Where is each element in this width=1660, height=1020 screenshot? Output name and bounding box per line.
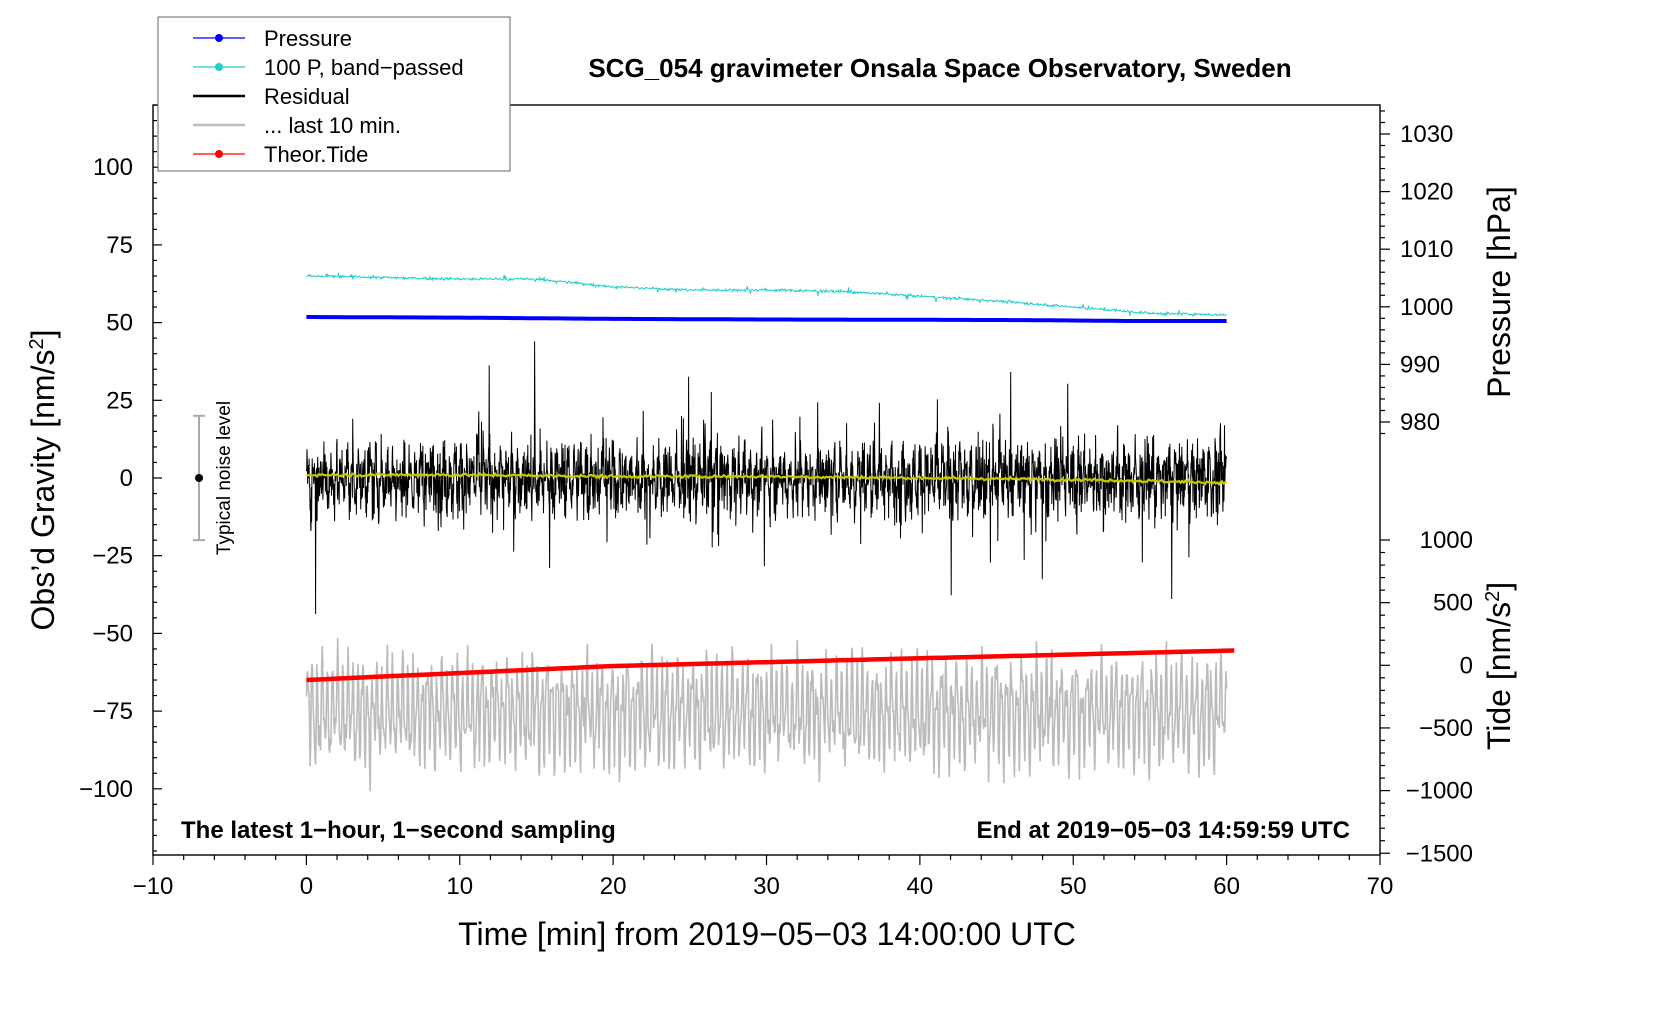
y-tick-label: 25 xyxy=(106,387,133,414)
tide-tick-label: −1500 xyxy=(1406,840,1473,867)
series-pressure xyxy=(306,315,1227,323)
series-band-passed xyxy=(306,271,1227,318)
x-tick-label: 30 xyxy=(753,873,780,900)
tide-tick-label: −500 xyxy=(1419,715,1473,742)
y-label-main: Obs’d Gravity [nm/s xyxy=(25,350,61,631)
legend-items: Pressure 100 P, band−passed Residual ... la… xyxy=(193,26,464,167)
tide-tick-label: −1000 xyxy=(1406,778,1473,805)
legend-marker xyxy=(215,63,223,71)
x-tick-label: 0 xyxy=(300,873,313,900)
y-tick-label: −75 xyxy=(92,698,133,725)
series-residual xyxy=(305,341,1228,615)
pressure-tick-label: 980 xyxy=(1400,409,1440,436)
y-label-end: ] xyxy=(25,330,61,339)
annotation-sampling: The latest 1−hour, 1−second sampling xyxy=(181,817,616,844)
tide-tick-label: 0 xyxy=(1460,652,1473,679)
legend-label: ... last 10 min. xyxy=(264,113,401,138)
x-tick-label: 70 xyxy=(1367,873,1394,900)
pressure-tick-label: 1030 xyxy=(1400,121,1453,148)
series-residual-smoothed xyxy=(305,471,1227,487)
chart-title: SCG_054 gravimeter Onsala Space Observat… xyxy=(588,53,1291,83)
y-tick-label: −25 xyxy=(92,543,133,570)
x-tick-label: 60 xyxy=(1213,873,1240,900)
pressure-tick-label: 990 xyxy=(1400,351,1440,378)
x-tick-label: 10 xyxy=(446,873,473,900)
series-last-10-min xyxy=(305,637,1228,792)
legend-label: 100 P, band−passed xyxy=(264,55,464,80)
y-tick-label: 0 xyxy=(120,465,133,492)
tide-tick-label: 500 xyxy=(1433,590,1473,617)
tide-label-main: Tide [nm/s xyxy=(1481,602,1517,750)
x-tick-label: 20 xyxy=(600,873,627,900)
tide-label-sup: 2 xyxy=(1482,591,1504,602)
noise-level-indicator: Typical noise level xyxy=(193,401,235,555)
pressure-tick-label: 1010 xyxy=(1400,236,1453,263)
series-theor-tide xyxy=(306,648,1235,683)
y-label-sup: 2 xyxy=(26,338,48,349)
pressure-tick-label: 1000 xyxy=(1400,294,1453,321)
pressure-axis-label: Pressure [hPa] xyxy=(1481,186,1517,398)
tide-axis-label: Tide [nm/s2] xyxy=(1481,582,1517,750)
series-layer xyxy=(305,271,1235,792)
legend-marker xyxy=(215,150,223,158)
y-tick-label: 50 xyxy=(106,310,133,337)
legend-label: Residual xyxy=(264,84,350,109)
pressure-tick-label: 1020 xyxy=(1400,179,1453,206)
tide-label-end: ] xyxy=(1481,582,1517,591)
tide-tick-label: 1000 xyxy=(1420,527,1473,554)
legend-label: Theor.Tide xyxy=(264,142,368,167)
y-tick-label: 75 xyxy=(106,232,133,259)
y-tick-label: −100 xyxy=(79,776,133,803)
legend-label: Pressure xyxy=(264,26,352,51)
x-tick-label: −10 xyxy=(133,873,174,900)
legend-box xyxy=(157,16,511,172)
legend: Pressure 100 P, band−passed Residual ... la… xyxy=(157,16,511,172)
noise-label: Typical noise level xyxy=(214,401,235,555)
y-tick-label: −50 xyxy=(92,620,133,647)
annotation-end-time: End at 2019−05−03 14:59:59 UTC xyxy=(976,817,1350,844)
legend-marker xyxy=(215,34,223,42)
noise-center-dot xyxy=(195,474,204,482)
y-axis-label-left: Obs’d Gravity [nm/s2] xyxy=(25,330,61,631)
x-axis-label: Time [min] from 2019−05−03 14:00:00 UTC xyxy=(458,916,1076,952)
x-tick-label: 50 xyxy=(1060,873,1087,900)
y-tick-label: 100 xyxy=(93,154,133,181)
x-tick-label: 40 xyxy=(907,873,934,900)
